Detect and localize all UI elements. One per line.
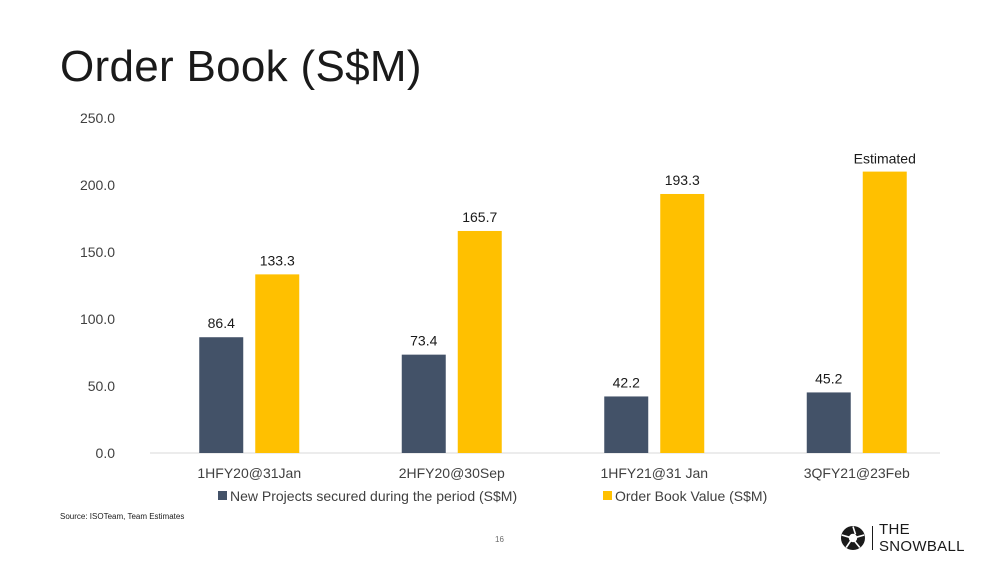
bar-order-book (457, 230, 502, 453)
y-tick-label: 100.0 (80, 311, 115, 327)
slide-title: Order Book (S$M) (60, 42, 422, 91)
data-label: 133.3 (260, 252, 295, 268)
data-label: 86.4 (208, 315, 235, 331)
y-tick-label: 250.0 (80, 110, 115, 126)
annotation-estimated: Estimated (854, 151, 916, 167)
brand-logo: THE SNOWBALL (840, 521, 1000, 555)
bar-new-projects (199, 337, 244, 453)
page-number: 16 (495, 535, 504, 544)
bar-new-projects (604, 396, 649, 453)
x-tick-label: 3QFY21@23Feb (804, 465, 910, 481)
y-tick-label: 200.0 (80, 177, 115, 193)
data-label: 73.4 (410, 333, 437, 349)
y-tick-label: 50.0 (88, 378, 115, 394)
legend-label: Order Book Value (S$M) (615, 488, 767, 504)
legend-label: New Projects secured during the period (… (230, 488, 517, 504)
bar-order-book (660, 193, 705, 453)
source-note: Source: ISOTeam, Team Estimates (60, 512, 185, 521)
x-tick-label: 1HFY21@31 Jan (600, 465, 708, 481)
x-tick-label: 1HFY20@31Jan (197, 465, 301, 481)
data-label: 42.2 (613, 374, 640, 390)
data-label: 193.3 (665, 172, 700, 188)
x-tick-label: 2HFY20@30Sep (399, 465, 505, 481)
data-label: 45.2 (815, 370, 842, 386)
bar-order-book (255, 274, 300, 453)
y-tick-label: 0.0 (96, 445, 116, 461)
bar-new-projects (806, 392, 851, 453)
brand-name: THE SNOWBALL (878, 521, 965, 555)
bar-order-book (862, 171, 907, 453)
aperture-icon (840, 526, 865, 550)
bar-new-projects (401, 354, 446, 453)
legend-swatch-order-book (603, 491, 612, 500)
y-tick-label: 150.0 (80, 244, 115, 260)
data-label: 165.7 (462, 209, 497, 225)
bar-chart: 0.0 50.0 100.0 150.0 200.0 250.0 86.4 133.3 1HFY… (80, 110, 940, 504)
brand-divider (871, 526, 873, 550)
legend-swatch-new-projects (218, 491, 227, 500)
